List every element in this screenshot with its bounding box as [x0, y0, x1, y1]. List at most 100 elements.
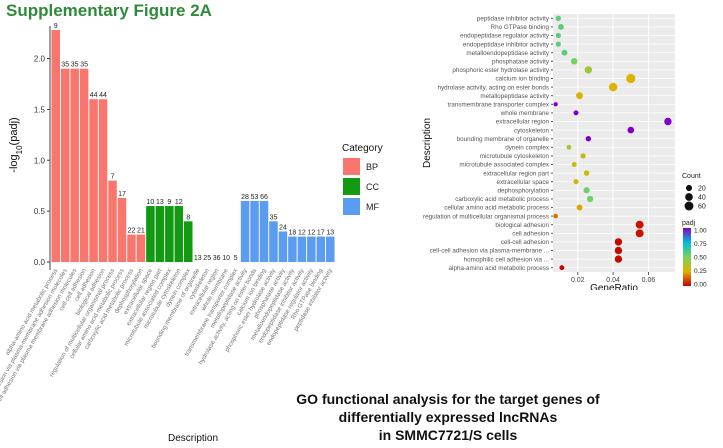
bar-count-label: 35 — [71, 62, 79, 69]
bar — [51, 30, 60, 262]
y-tick-label: cell adhesion — [512, 231, 549, 238]
bar — [250, 200, 259, 262]
y-tick-label: endopeptidase regulator activity — [460, 33, 550, 40]
data-point — [635, 229, 644, 238]
y-tick-label: carboxylic acid metabolic process — [455, 196, 549, 203]
y-tick-label: homophilic cell adhesion via ... — [464, 256, 550, 263]
color-legend-label: 0.00 — [694, 282, 707, 289]
y-axis-title: Description — [422, 118, 433, 168]
color-legend-title: padj — [682, 220, 696, 227]
color-legend-label: 0.50 — [694, 255, 707, 262]
y-tick-label: 0.5 — [34, 207, 46, 216]
figure-caption: GO functional analysis for the target ge… — [262, 390, 634, 444]
bar — [117, 197, 127, 262]
data-point — [570, 58, 578, 65]
y-tick-label: phosphatase activity — [492, 59, 550, 66]
color-legend-label: 0.75 — [694, 241, 707, 248]
x-tick-label: 0.06 — [642, 277, 656, 284]
size-legend-label: 60 — [698, 204, 706, 211]
data-point — [580, 153, 586, 159]
x-tick-label: 0.02 — [571, 277, 585, 284]
bar — [70, 68, 79, 263]
bar — [307, 236, 316, 262]
bar-count-label: 22 — [128, 228, 136, 235]
bar-count-label: 13 — [156, 199, 164, 206]
y-tick-label: phosphoric ester hydrolase activity — [452, 67, 549, 74]
data-point — [576, 92, 583, 100]
legend-label: MF — [366, 202, 379, 212]
y-tick-label: cell-cell adhesion via plasma-membrane .… — [430, 248, 550, 255]
y-tick-label: transmembrane transporter complex — [448, 102, 550, 109]
legend-title: Category — [342, 143, 383, 154]
y-tick-label: metalloendopeptidase activity — [466, 50, 549, 57]
color-legend-bar — [683, 228, 691, 286]
y-tick-label: 1.0 — [34, 156, 46, 165]
data-point — [627, 126, 635, 134]
bar-count-label: 44 — [99, 92, 107, 99]
bar-count-label: 24 — [279, 224, 287, 231]
bar-count-label: 66 — [260, 194, 268, 201]
bar — [165, 206, 174, 262]
bar-count-label: 44 — [90, 92, 98, 99]
bar-chart: 0.00.51.01.52.0-log10(padj)9alpha-amino … — [0, 23, 383, 444]
legend-swatch — [343, 198, 360, 215]
legend-label: BP — [366, 162, 378, 172]
bar-count-label: 10 — [147, 199, 155, 206]
color-legend-label: 0.25 — [694, 268, 707, 275]
data-point — [584, 66, 593, 74]
y-tick-label: 2.0 — [34, 55, 46, 64]
bar — [288, 236, 297, 262]
data-point — [608, 82, 618, 92]
bar-count-label: 28 — [241, 194, 249, 201]
bar-count-label: 13 — [194, 255, 202, 262]
data-point — [573, 110, 579, 116]
bar-count-label: 7 — [111, 174, 115, 181]
size-legend-title: Count — [682, 173, 701, 180]
data-point — [664, 117, 672, 126]
y-tick-label: microtubule associated complex — [459, 162, 549, 169]
bar-count-label: 12 — [298, 230, 306, 237]
data-point — [559, 265, 565, 271]
x-axis-title: Description — [168, 433, 218, 444]
bar — [146, 206, 155, 262]
y-tick-label: hydrolase activity, acting on ester bond… — [437, 84, 549, 91]
y-tick-label: extracellular region — [496, 119, 550, 126]
data-point — [626, 73, 636, 84]
bar-count-label: 18 — [289, 230, 297, 237]
data-point — [585, 135, 592, 142]
bar-count-label: 25 — [203, 255, 211, 262]
bar — [174, 206, 184, 262]
bar-count-label: 9 — [167, 199, 171, 206]
y-tick-label: microtubule cytoskeleton — [480, 153, 550, 160]
data-point — [561, 49, 568, 56]
data-point — [583, 170, 590, 176]
bar-count-label: 17 — [317, 230, 325, 237]
bar-count-label: 35 — [80, 62, 88, 69]
y-tick-label: 0.0 — [34, 258, 46, 267]
y-tick-label: whole membrane — [500, 110, 550, 117]
data-point — [583, 187, 590, 194]
data-point — [635, 220, 644, 229]
data-point — [566, 144, 572, 150]
data-point — [586, 195, 594, 203]
bar — [316, 236, 326, 262]
y-tick-label: dynein complex — [505, 145, 550, 152]
y-tick-label: cellular amino acid metabolic process — [444, 205, 549, 212]
bar — [136, 234, 146, 262]
bar — [60, 68, 70, 263]
data-point — [558, 23, 564, 30]
bar — [89, 99, 98, 262]
y-tick-label: dephosphorylation — [498, 188, 550, 195]
bar — [297, 236, 307, 262]
y-tick-label: extracellular space — [497, 179, 550, 186]
data-point — [555, 41, 561, 47]
y-tick-label: 1.5 — [34, 105, 46, 114]
bar — [98, 99, 108, 262]
y-tick-label: metallopeptidase activity — [480, 93, 549, 100]
size-legend-dot — [685, 184, 693, 192]
bar — [108, 180, 117, 262]
size-legend-dot — [685, 193, 693, 201]
bar — [326, 236, 335, 262]
y-tick-label: endopeptidase inhibitor activity — [463, 41, 550, 48]
bar-count-label: 36 — [213, 255, 221, 262]
